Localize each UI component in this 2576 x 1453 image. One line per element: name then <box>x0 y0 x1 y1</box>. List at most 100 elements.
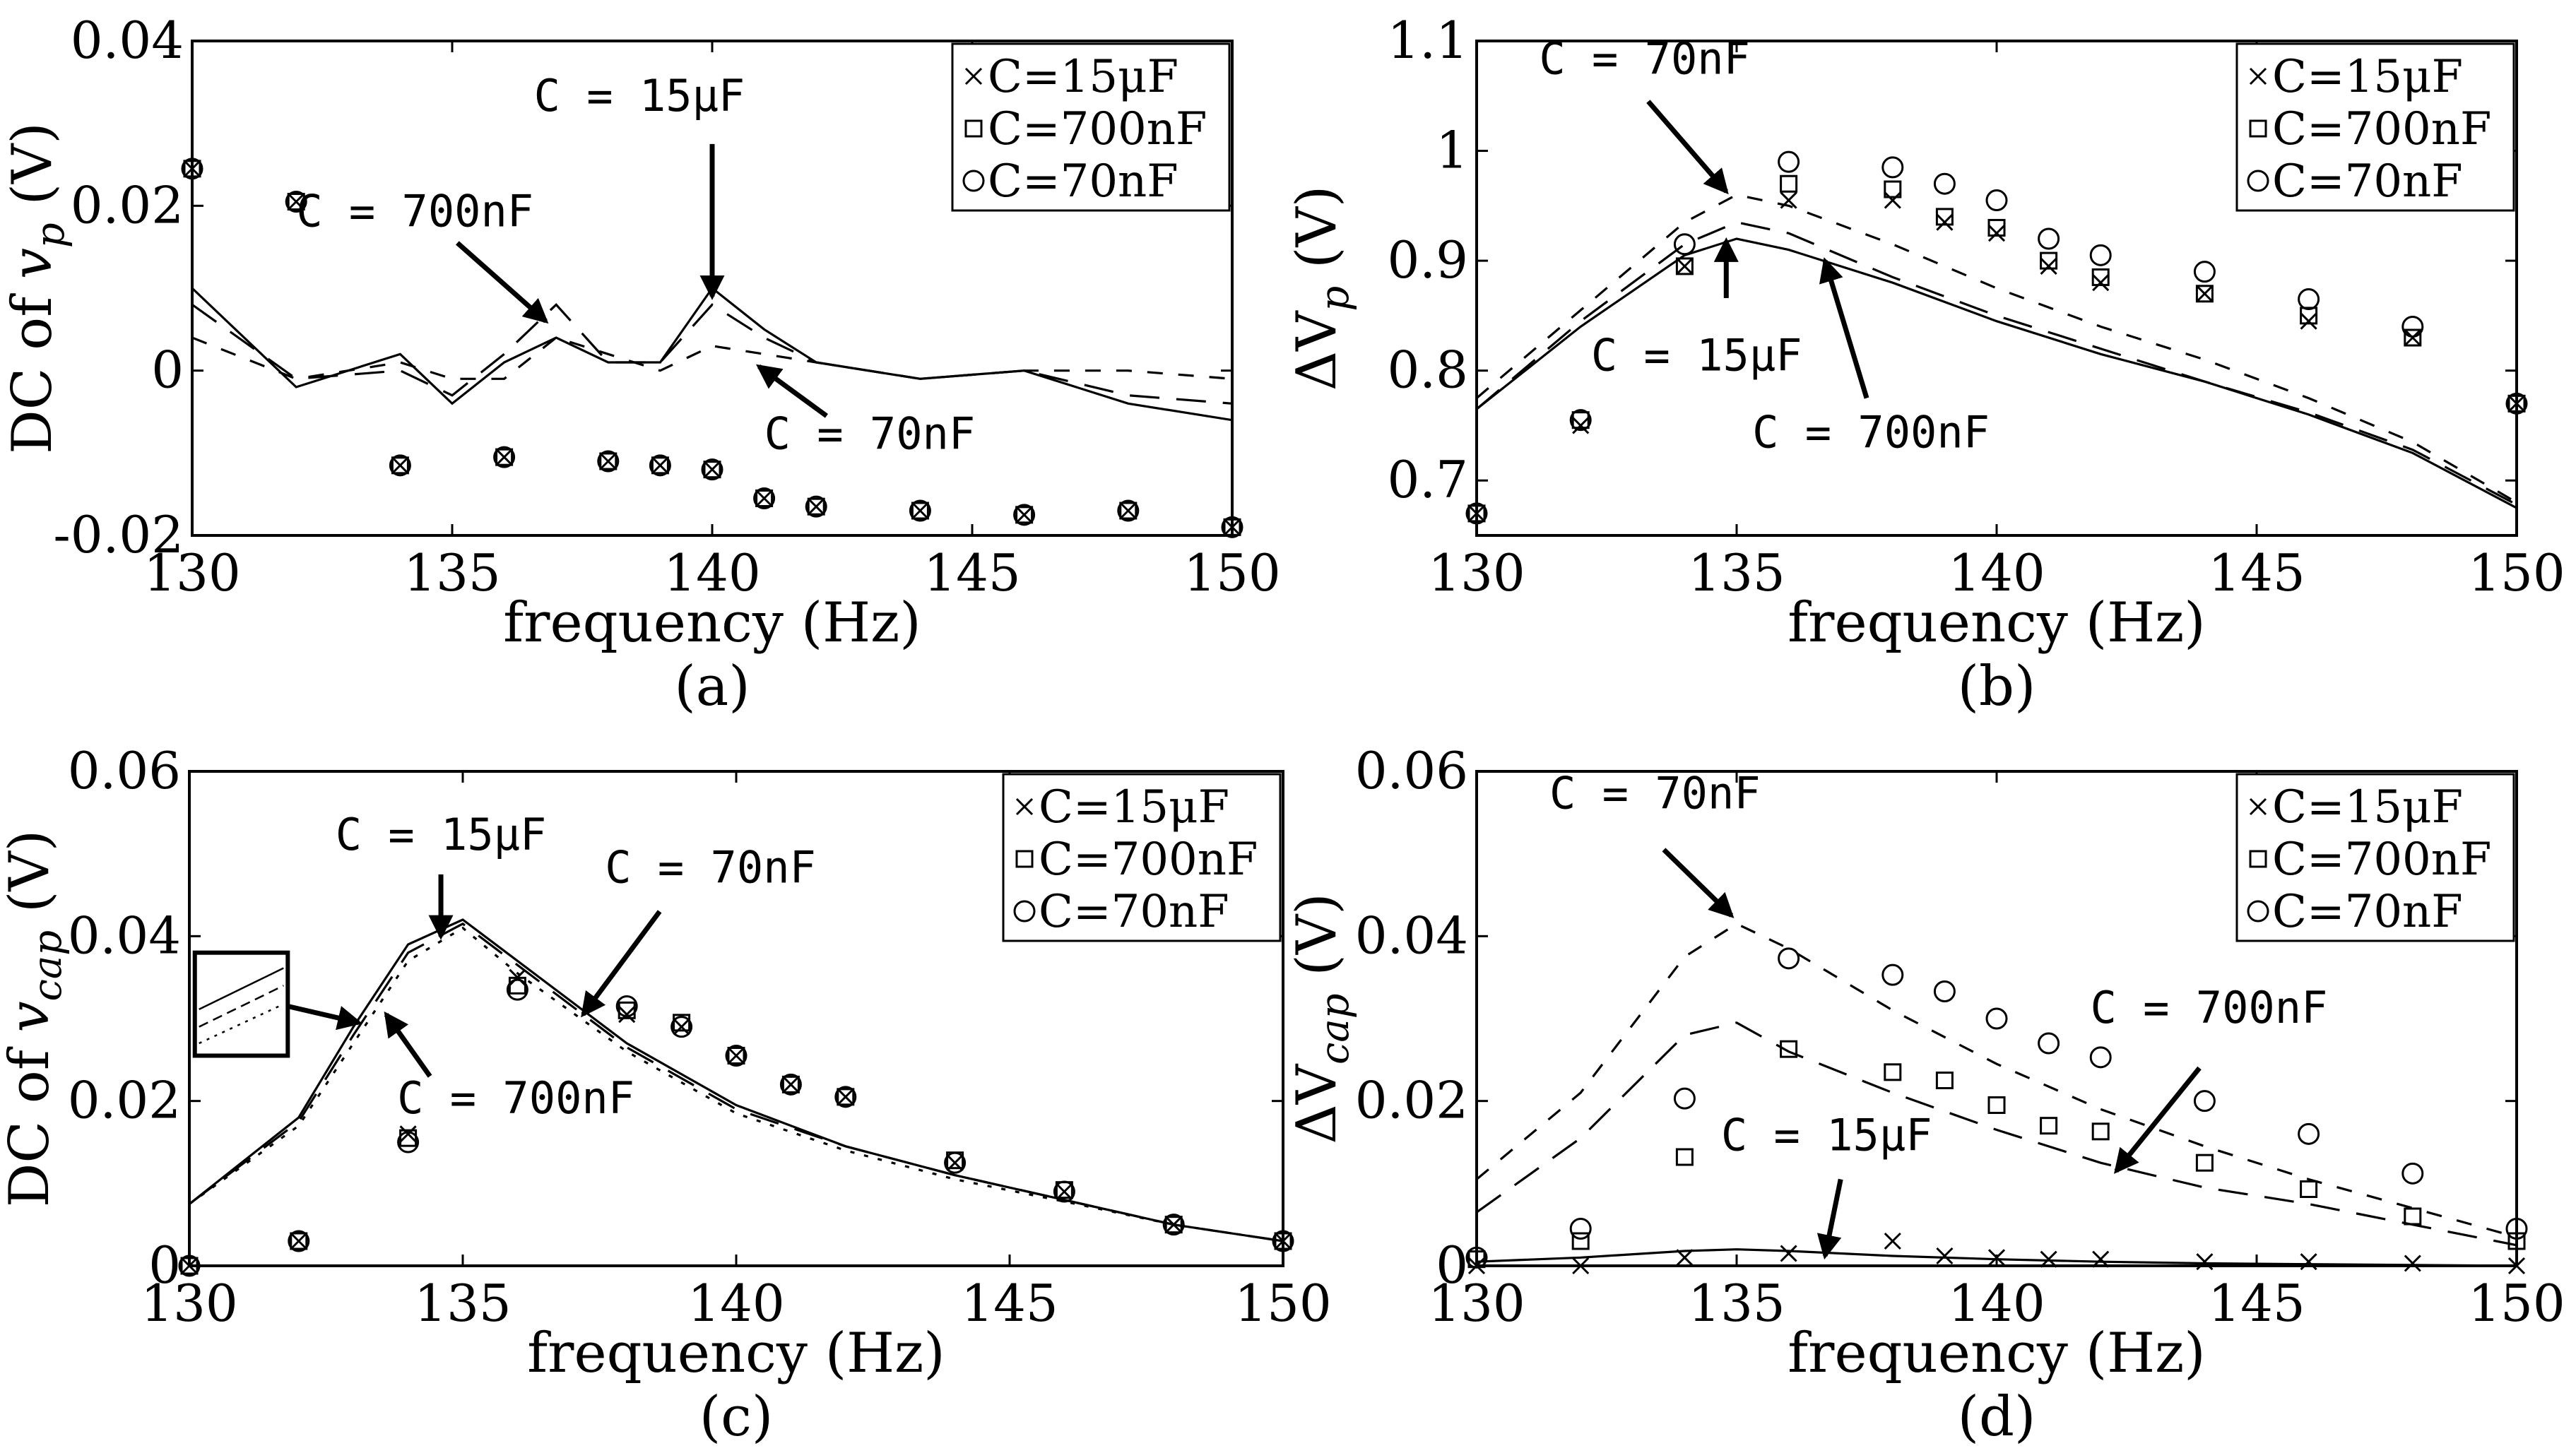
data-point-x <box>618 1006 636 1024</box>
series-line <box>192 336 1232 380</box>
series-line <box>189 926 1283 1243</box>
annotation-label: C = 700nF <box>296 186 533 237</box>
data-point-circle <box>2401 1162 2424 1185</box>
legend-marker <box>1015 797 1034 816</box>
legend-label: C=700nF <box>988 103 1207 155</box>
data-point-square <box>911 502 929 520</box>
legend-marker <box>2247 170 2269 192</box>
y-tick-label: -0.02 <box>53 505 184 564</box>
legend-marker <box>964 119 983 138</box>
x-tick-label: 130 <box>1428 1274 1525 1333</box>
data-point-square <box>673 1014 691 1032</box>
x-tick-label: 150 <box>2468 1274 2565 1333</box>
y-axis-label: ΔVcap (V) <box>1285 893 1358 1144</box>
series-line <box>1477 1021 2517 1247</box>
series-line <box>1477 221 2517 506</box>
data-point-square <box>2300 307 2318 325</box>
data-point-x <box>755 490 773 507</box>
data-point-square <box>183 160 201 178</box>
data-point-circle <box>1013 504 1036 526</box>
data-point-x <box>2404 1255 2421 1272</box>
data-point-x <box>495 449 513 466</box>
annotation-label: C = 70nF <box>605 842 816 894</box>
series-line <box>1477 194 2517 504</box>
data-point-square <box>1987 218 2006 237</box>
x-tick-label: 145 <box>2208 543 2305 603</box>
annotation-arrow <box>1816 1178 1843 1260</box>
data-point-square <box>1780 174 1798 193</box>
data-point-circle <box>1778 150 1800 173</box>
data-point-circle <box>1933 172 1956 195</box>
series-line <box>192 286 1232 422</box>
data-point-x <box>2300 312 2317 330</box>
data-point-circle <box>2089 244 2112 266</box>
annotation-label: C = 15μF <box>534 70 745 121</box>
panel-label: (c) <box>699 1385 774 1449</box>
data-point-square <box>1015 506 1034 524</box>
inset-line <box>199 985 284 1028</box>
legend-label: C=15μF <box>1039 781 1229 834</box>
data-point-x <box>703 461 721 478</box>
data-point-x <box>180 1257 199 1275</box>
x-axis-label: frequency (Hz) <box>527 1322 945 1385</box>
data-point-x <box>2300 1253 2317 1271</box>
data-point-square <box>399 1129 418 1147</box>
chart-panel-a: 130 135 140 145 150 -0.02 0 0.02 0.04 C=15μFC=700… <box>1 11 1281 718</box>
data-point-circle <box>2193 261 2216 283</box>
data-point-circle <box>779 1073 802 1096</box>
data-point-circle <box>944 1151 967 1174</box>
data-point-square <box>1571 411 1590 429</box>
data-point-circle <box>181 158 203 180</box>
data-point-circle <box>909 499 931 522</box>
data-point-x <box>2196 1253 2214 1271</box>
legend-marker <box>2249 850 2267 868</box>
legend-box <box>1002 773 1282 942</box>
legend-marker <box>964 67 983 85</box>
inset-line <box>199 1003 284 1045</box>
x-tick-label: 145 <box>2208 1274 2305 1333</box>
y-tick-label: 0 <box>1436 1235 1468 1295</box>
data-point-x <box>1676 1249 1694 1267</box>
data-point-x <box>391 456 409 474</box>
series-line <box>192 303 1232 405</box>
data-point-circle <box>1673 1087 1696 1110</box>
data-point-square <box>2404 328 2422 347</box>
data-point-x <box>1884 191 1901 209</box>
legend-label: C=70nF <box>2272 155 2463 208</box>
series-line <box>1477 237 2517 509</box>
data-point-circle <box>597 450 620 473</box>
plot-frame <box>1475 40 2518 537</box>
legend-marker <box>2247 900 2269 923</box>
data-point-square <box>599 452 618 470</box>
data-point-square <box>1164 1216 1183 1234</box>
data-point-x <box>1780 191 1797 209</box>
panel-label: (b) <box>1958 655 2036 718</box>
data-point-x <box>2507 1257 2526 1275</box>
annotation-label: C = 700nF <box>1752 407 1990 458</box>
y-tick-label: 0.04 <box>68 906 181 965</box>
annotation-arrow <box>456 241 549 324</box>
data-point-square <box>1780 1040 1798 1058</box>
legend-box <box>2235 42 2515 212</box>
data-point-x <box>1119 502 1137 520</box>
chart-panel-d: 130 135 140 145 150 0 0.02 0.04 0.06 C=15μFC=700n… <box>1285 741 2565 1449</box>
y-tick-label: 0.9 <box>1387 230 1468 290</box>
data-point-circle <box>1569 409 1592 432</box>
data-point-circle <box>701 458 723 481</box>
data-point-square <box>290 1232 308 1250</box>
data-point-x <box>782 1076 800 1093</box>
data-point-square <box>1987 1096 2006 1114</box>
data-point-circle <box>1465 502 1488 525</box>
data-point-circle <box>1881 156 1904 179</box>
data-point-x <box>673 1018 690 1036</box>
legend-box <box>2235 773 2515 942</box>
data-point-square <box>2507 394 2526 413</box>
x-tick-label: 150 <box>1234 1274 1331 1333</box>
data-point-square <box>2040 1117 2058 1135</box>
y-tick-label: 0.06 <box>68 741 181 800</box>
annotation-label: C = 15μF <box>1721 1110 1932 1161</box>
x-tick-label: 150 <box>2468 543 2565 603</box>
x-tick-label: 140 <box>1948 543 2045 603</box>
data-point-circle <box>2298 288 2320 311</box>
data-point-square <box>2195 285 2214 303</box>
